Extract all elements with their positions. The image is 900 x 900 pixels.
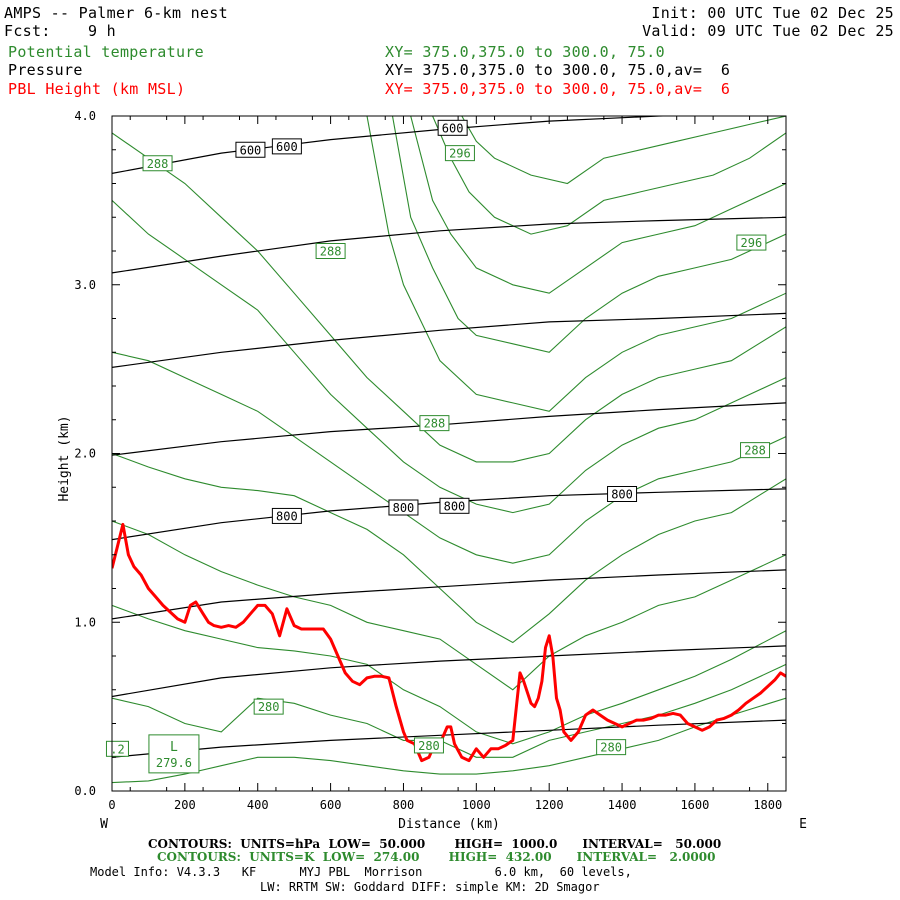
xtick-label-0: 0 bbox=[108, 798, 115, 812]
low-marker-letter: L bbox=[170, 740, 178, 755]
plot-frame bbox=[111, 115, 787, 792]
low-marker-box bbox=[148, 734, 200, 774]
theta-label-4: 288 bbox=[424, 417, 446, 431]
legend-pbl-xy: XY= 375.0,375.0 to 300.0, 75.0,av= 6 bbox=[385, 80, 731, 98]
forecast-hour: Fcst: 9 h bbox=[4, 22, 116, 40]
west-label: W bbox=[100, 817, 108, 832]
isobar-5 bbox=[112, 569, 786, 620]
isobars-layer bbox=[112, 116, 786, 758]
legend-pressure-label: Pressure bbox=[8, 61, 83, 79]
ytick-label-1: 1.0 bbox=[74, 615, 96, 629]
theta-label-1: 288 bbox=[320, 245, 342, 259]
theta-contour-5 bbox=[112, 351, 786, 564]
footer-theta-contours: CONTOURS: UNITS=K LOW= 274.00 HIGH= 432.… bbox=[157, 850, 716, 864]
ytick-label-3: 3.0 bbox=[74, 278, 96, 292]
pressure-label-2: 600 bbox=[442, 121, 464, 135]
xtick-label-9: 1800 bbox=[753, 798, 782, 812]
pressure-label-1-box bbox=[271, 138, 302, 155]
theta-label-6-box bbox=[253, 698, 284, 715]
theta-contour-1 bbox=[112, 663, 786, 758]
chart-title: AMPS -- Palmer 6-km nest bbox=[4, 4, 228, 22]
theta-contour-4 bbox=[112, 452, 786, 644]
pressure-label-0-box bbox=[235, 141, 266, 158]
pbl-height-line bbox=[112, 522, 786, 763]
pressure-label-4-box bbox=[388, 499, 419, 516]
isobar-1 bbox=[112, 216, 786, 274]
isobar-4 bbox=[112, 488, 786, 541]
xtick-label-7: 1400 bbox=[608, 798, 637, 812]
theta-contour-0 bbox=[112, 697, 786, 784]
ytick-label-0: 0.0 bbox=[74, 784, 96, 798]
theta-label-6: 280 bbox=[258, 700, 280, 714]
pressure-label-5-box bbox=[439, 497, 470, 514]
legend-theta-xy: XY= 375.0,375.0 to 300.0, 75.0 bbox=[385, 43, 665, 61]
xtick-label-2: 400 bbox=[247, 798, 269, 812]
y-axis-label: Height (km) bbox=[57, 415, 72, 501]
theta-label-3: 296 bbox=[741, 236, 763, 250]
theta-label-4-box bbox=[419, 415, 450, 432]
isobar-2 bbox=[112, 312, 786, 368]
theta-label-7-box bbox=[413, 737, 444, 754]
east-label: E bbox=[799, 817, 807, 832]
xtick-label-3: 600 bbox=[320, 798, 342, 812]
ytick-label-2: 2.0 bbox=[74, 447, 96, 461]
xtick-label-1: 200 bbox=[174, 798, 196, 812]
low-marker-value: 279.6 bbox=[156, 756, 192, 770]
xtick-label-8: 1600 bbox=[680, 798, 709, 812]
pressure-label-3: 800 bbox=[276, 509, 298, 523]
theta-label-0: 288 bbox=[147, 157, 169, 171]
pressure-label-2-box bbox=[437, 119, 468, 136]
legend-theta-label: Potential temperature bbox=[8, 43, 204, 61]
theta-contour-12 bbox=[461, 116, 786, 185]
pressure-label-6-box bbox=[607, 486, 638, 502]
pressure-label-6: 800 bbox=[611, 488, 633, 502]
theta-label-2: 296 bbox=[449, 147, 471, 161]
theta-label-0-box bbox=[142, 155, 173, 172]
isobar-7 bbox=[112, 719, 786, 758]
xtick-label-4: 800 bbox=[393, 798, 415, 812]
footer-model-info: Model Info: V4.3.3 KF MYJ PBL Morrison 6… bbox=[90, 865, 632, 879]
xtick-label-5: 1000 bbox=[462, 798, 491, 812]
theta-contour-11 bbox=[432, 116, 786, 235]
theta-contour-7 bbox=[112, 132, 786, 463]
pressure-label-0: 600 bbox=[240, 143, 262, 157]
x-axis-label: Distance (km) bbox=[398, 817, 500, 832]
theta-contour-2 bbox=[112, 604, 786, 745]
ytick-label-4: 4.0 bbox=[74, 109, 96, 123]
pbl-layer bbox=[112, 522, 786, 763]
xtick-label-6: 1200 bbox=[535, 798, 564, 812]
legend-pbl-label: PBL Height (km MSL) bbox=[8, 80, 186, 98]
theta-label-2-box bbox=[444, 145, 475, 162]
theta-label-3-box bbox=[736, 234, 767, 251]
footer-pressure-contours: CONTOURS: UNITS=hPa LOW= 50.000 HIGH= 10… bbox=[148, 837, 722, 851]
pressure-label-3-box bbox=[271, 507, 302, 524]
pressure-label-5: 800 bbox=[444, 499, 466, 513]
isobar-6 bbox=[112, 645, 786, 698]
theta-label-8-box bbox=[596, 739, 627, 756]
legend-pressure-xy: XY= 375.0,375.0 to 300.0, 75.0,av= 6 bbox=[385, 61, 731, 79]
init-time: Init: 00 UTC Tue 02 Dec 25 bbox=[651, 4, 894, 22]
theta-contour-10 bbox=[410, 116, 786, 294]
axes-layer: 0 200 400 600 800 1000 1200 1400 1600 1800 0.0 1.0 2… bbox=[57, 109, 807, 832]
contour-labels-layer: 600 600 600 800 800 800 800 288 288 296 296 288 288 2… bbox=[105, 119, 771, 774]
theta-contour-3 bbox=[112, 520, 786, 691]
theta-label-9: .2 bbox=[110, 742, 124, 756]
theta-label-8: 280 bbox=[600, 741, 622, 755]
pressure-label-1: 600 bbox=[276, 140, 298, 154]
theta-label-5-box bbox=[740, 442, 771, 459]
theta-contour-9 bbox=[391, 116, 786, 353]
theta-contours-layer bbox=[112, 116, 786, 784]
pressure-label-4: 800 bbox=[393, 501, 415, 515]
theta-label-1-box bbox=[315, 243, 346, 259]
theta-label-5: 288 bbox=[744, 444, 766, 458]
footer-physics: LW: RRTM SW: Goddard DIFF: simple KM: 2D… bbox=[260, 880, 600, 894]
theta-label-7: 280 bbox=[418, 739, 440, 753]
valid-time: Valid: 09 UTC Tue 02 Dec 25 bbox=[642, 22, 894, 40]
theta-contour-8 bbox=[366, 116, 786, 412]
theta-contour-6 bbox=[112, 199, 786, 514]
